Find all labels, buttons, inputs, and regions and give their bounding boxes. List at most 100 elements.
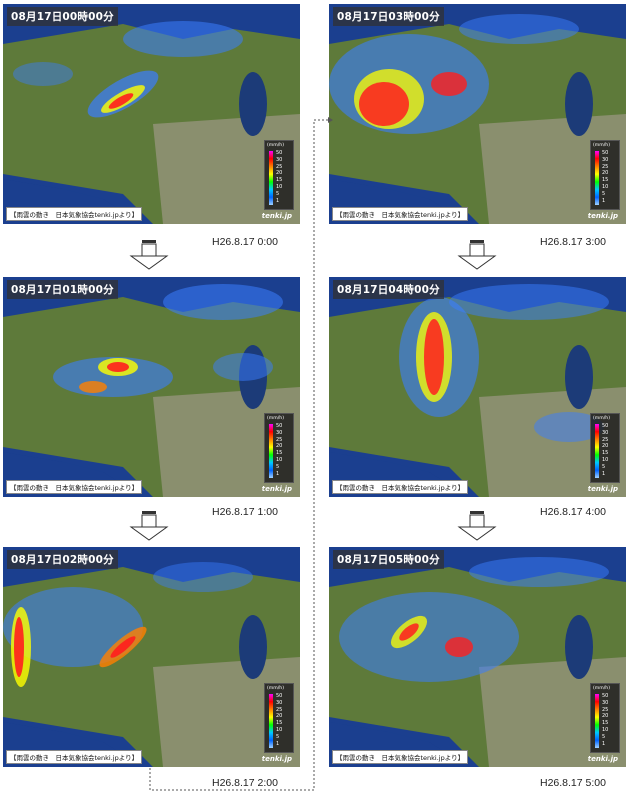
legend-color-bar (595, 424, 599, 478)
tenki-logo: tenki.jp (587, 755, 618, 763)
source-label: 【雨雲の動き 日本気象協会tenki.jpより】 (332, 207, 469, 221)
legend-color-bar (595, 694, 599, 748)
arrow-down-icon (457, 511, 497, 541)
legend-level-label: 20 (276, 713, 283, 720)
legend-level-label: 25 (602, 436, 609, 443)
tenki-logo: tenki.jp (587, 212, 618, 220)
legend-level-label: 5 (602, 463, 606, 470)
legend-level-label: 5 (602, 190, 606, 197)
arrow-down-icon (129, 511, 169, 541)
legend-level-label: 10 (276, 184, 283, 190)
legend-level-label: 30 (602, 429, 609, 436)
source-label: 【雨雲の動き 日本気象協会tenki.jpより】 (332, 480, 469, 494)
legend-level-label: 20 (602, 443, 609, 450)
rain-legend: (mm/h) 50 30 25 20 15 10 5 1 (590, 140, 620, 210)
tenki-logo: tenki.jp (261, 212, 292, 220)
legend-unit: (mm/h) (267, 416, 284, 421)
timestamp-label: 08月17日03時00分 (333, 7, 444, 26)
timestamp-label: 08月17日04時00分 (333, 280, 444, 299)
legend-level-label: 25 (602, 706, 609, 713)
legend-level-label: 30 (276, 699, 283, 706)
legend-level-label: 10 (602, 457, 609, 463)
source-label: 【雨雲の動き 日本気象協会tenki.jpより】 (6, 207, 143, 221)
legend-level-label: 1 (602, 470, 606, 477)
radar-map-0500 (329, 547, 626, 767)
caption-0300: H26.8.17 3:00 (540, 236, 606, 248)
legend-color-bar (269, 151, 273, 205)
caption-0200: H26.8.17 2:00 (212, 777, 278, 789)
legend-level-label: 15 (276, 177, 283, 184)
caption-0000: H26.8.17 0:00 (212, 236, 278, 248)
legend-unit: (mm/h) (593, 143, 610, 148)
rain-legend: (mm/h) 50 30 25 20 15 10 5 1 (590, 683, 620, 753)
legend-level-label: 5 (276, 733, 280, 740)
legend-level-label: 15 (602, 450, 609, 457)
radar-panel-0100: 08月17日01時00分 【雨雲の動き 日本気象協会tenki.jpより】 te… (3, 277, 300, 497)
legend-level-label: 50 (276, 150, 283, 156)
timestamp-label: 08月17日05時00分 (333, 550, 444, 569)
radar-map-0400 (329, 277, 626, 497)
source-label: 【雨雲の動き 日本気象協会tenki.jpより】 (332, 750, 469, 764)
legend-level-label: 50 (602, 693, 609, 699)
legend-level-label: 1 (276, 470, 280, 477)
legend-level-label: 10 (602, 727, 609, 733)
legend-level-label: 5 (602, 733, 606, 740)
radar-map-0100 (3, 277, 300, 497)
tenki-logo: tenki.jp (587, 485, 618, 493)
radar-panel-0300: 08月17日03時00分 【雨雲の動き 日本気象協会tenki.jpより】 te… (329, 4, 626, 224)
timestamp-label: 08月17日00時00分 (7, 7, 118, 26)
legend-level-label: 50 (602, 423, 609, 429)
legend-level-label: 30 (276, 429, 283, 436)
legend-level-label: 15 (276, 720, 283, 727)
legend-level-label: 30 (602, 156, 609, 163)
legend-level-label: 5 (276, 190, 280, 197)
arrow-down-icon (129, 240, 169, 270)
source-label: 【雨雲の動き 日本気象協会tenki.jpより】 (6, 750, 143, 764)
legend-level-label: 30 (602, 699, 609, 706)
tenki-logo: tenki.jp (261, 485, 292, 493)
legend-level-label: 50 (276, 693, 283, 699)
radar-map-0300 (329, 4, 626, 224)
legend-level-label: 25 (276, 163, 283, 170)
legend-unit: (mm/h) (267, 686, 284, 691)
legend-unit: (mm/h) (593, 416, 610, 421)
legend-level-label: 15 (276, 450, 283, 457)
source-label: 【雨雲の動き 日本気象協会tenki.jpより】 (6, 480, 143, 494)
legend-level-label: 15 (602, 720, 609, 727)
legend-level-label: 10 (276, 457, 283, 463)
legend-level-label: 50 (276, 423, 283, 429)
legend-level-label: 20 (602, 713, 609, 720)
radar-map-0000 (3, 4, 300, 224)
timestamp-label: 08月17日02時00分 (7, 550, 118, 569)
legend-level-label: 20 (602, 170, 609, 177)
radar-panel-0000: 08月17日00時00分 【雨雲の動き 日本気象協会tenki.jpより】 te… (3, 4, 300, 224)
legend-level-label: 50 (602, 150, 609, 156)
legend-level-label: 25 (602, 163, 609, 170)
radar-map-0200 (3, 547, 300, 767)
legend-level-label: 25 (276, 436, 283, 443)
legend-color-bar (269, 424, 273, 478)
radar-panel-0200: 08月17日02時00分 【雨雲の動き 日本気象協会tenki.jpより】 te… (3, 547, 300, 767)
radar-panel-0400: 08月17日04時00分 【雨雲の動き 日本気象協会tenki.jpより】 te… (329, 277, 626, 497)
legend-level-label: 1 (602, 197, 606, 204)
caption-0100: H26.8.17 1:00 (212, 506, 278, 518)
radar-panel-0500: 08月17日05時00分 【雨雲の動き 日本気象協会tenki.jpより】 te… (329, 547, 626, 767)
rain-legend: (mm/h) 50 30 25 20 15 10 5 1 (264, 683, 294, 753)
legend-level-label: 1 (276, 197, 280, 204)
caption-0500: H26.8.17 5:00 (540, 777, 606, 789)
legend-level-label: 25 (276, 706, 283, 713)
rain-legend: (mm/h) 50 30 25 20 15 10 5 1 (264, 140, 294, 210)
legend-level-label: 1 (602, 740, 606, 747)
legend-level-label: 10 (602, 184, 609, 190)
legend-level-label: 20 (276, 170, 283, 177)
legend-level-label: 20 (276, 443, 283, 450)
legend-level-label: 15 (602, 177, 609, 184)
legend-color-bar (269, 694, 273, 748)
legend-level-label: 1 (276, 740, 280, 747)
timestamp-label: 08月17日01時00分 (7, 280, 118, 299)
legend-unit: (mm/h) (267, 143, 284, 148)
arrow-down-icon (457, 240, 497, 270)
legend-level-label: 30 (276, 156, 283, 163)
tenki-logo: tenki.jp (261, 755, 292, 763)
